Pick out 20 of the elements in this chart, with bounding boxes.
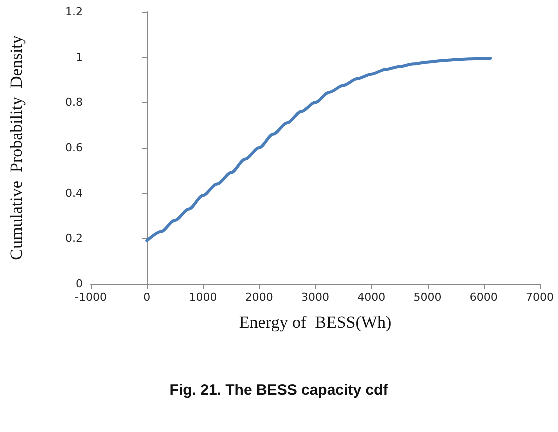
text: Fig. 21. The BESS capacity cdf [170, 382, 390, 399]
x-tick-label: 1000 [189, 291, 218, 304]
y-tick-label: 0 [76, 278, 83, 290]
y-tick-label: 1 [76, 50, 83, 64]
y-axis-title: Cumulative Probability Density [7, 35, 26, 260]
x-tick-label: 5000 [414, 291, 442, 304]
x-tick-label: -1000 [75, 291, 107, 304]
x-tick-label: 6000 [470, 291, 498, 304]
line-series [146, 56, 492, 242]
x-axis-title: Energy of BESS(Wh) [239, 313, 392, 332]
x-tick-label: 7000 [526, 291, 554, 304]
y-tick-label: 0.6 [66, 142, 83, 154]
y-tick-label: 0.8 [66, 96, 83, 110]
x-tick-label: 3000 [302, 291, 330, 304]
y-tick-label: 0.4 [66, 186, 83, 200]
x-tick-label: 4000 [358, 291, 386, 304]
y-tick-label: 0.2 [66, 232, 83, 246]
y-tick-label: 1.2 [66, 6, 83, 18]
x-tick-label: 2000 [245, 291, 274, 304]
x-tick-label: 0 [144, 291, 151, 304]
